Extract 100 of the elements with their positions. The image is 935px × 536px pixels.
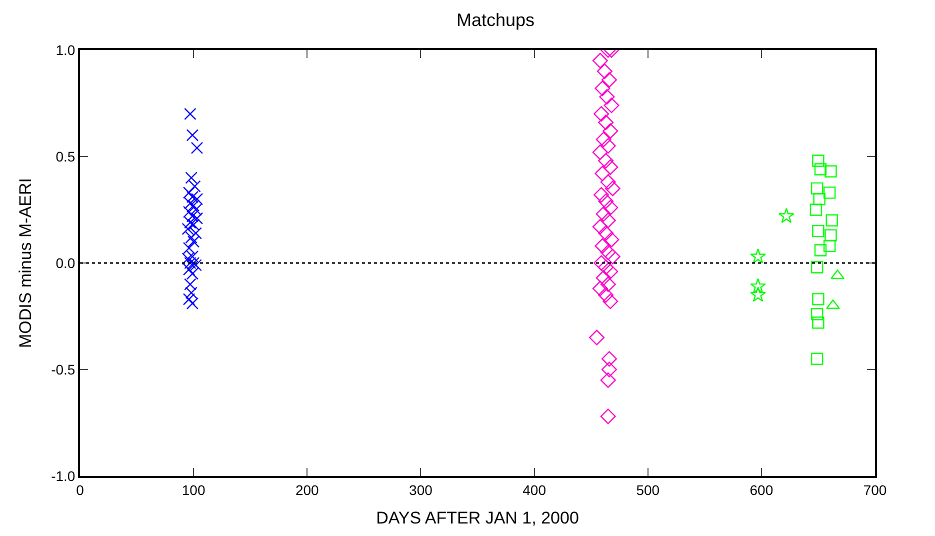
point [182, 293, 196, 306]
point [604, 232, 620, 248]
point [602, 294, 618, 310]
point [186, 250, 199, 263]
point [602, 159, 618, 175]
point [810, 182, 824, 195]
x-axis-title: DAYS AFTER JAN 1, 2000 [376, 508, 579, 528]
point [602, 123, 618, 139]
point [750, 248, 766, 264]
point [594, 106, 610, 122]
point [598, 193, 614, 209]
point [600, 174, 616, 190]
point [592, 52, 608, 68]
point [182, 206, 196, 218]
point [826, 214, 838, 226]
x-tick-label: 100 [182, 482, 206, 498]
point [182, 263, 196, 276]
x-tick-label: 500 [636, 482, 660, 498]
point [589, 330, 604, 346]
point [596, 132, 612, 148]
point [185, 172, 198, 184]
point [190, 142, 204, 154]
point [594, 255, 610, 271]
point [592, 219, 608, 235]
point [599, 89, 615, 105]
point [184, 278, 196, 290]
point [596, 206, 612, 222]
point [600, 138, 616, 154]
point [188, 180, 201, 192]
point [814, 244, 827, 256]
point [596, 270, 612, 286]
point [830, 270, 844, 280]
point [182, 222, 194, 236]
point [190, 259, 202, 272]
point [598, 287, 614, 303]
point [190, 193, 204, 206]
point [184, 108, 196, 120]
point [592, 280, 608, 296]
point [810, 308, 824, 320]
point [810, 352, 824, 365]
point [184, 197, 196, 210]
point [182, 242, 196, 254]
point [596, 64, 612, 80]
point [186, 210, 199, 222]
point [812, 154, 824, 167]
point [600, 212, 616, 228]
point [812, 293, 824, 306]
point [184, 256, 196, 270]
point [604, 248, 620, 264]
point [824, 229, 837, 242]
point [186, 268, 199, 280]
point [810, 261, 824, 274]
point [601, 351, 617, 367]
point [812, 316, 824, 329]
point [186, 297, 199, 310]
point [750, 278, 766, 294]
point [604, 98, 620, 114]
point [600, 244, 616, 260]
point [598, 153, 614, 169]
point [187, 199, 200, 212]
point [187, 218, 200, 231]
point [190, 204, 202, 216]
y-tick-label: -0.5 [51, 361, 76, 378]
point [600, 408, 616, 424]
y-tick-label: 0.5 [56, 148, 76, 164]
point [592, 144, 608, 160]
point [190, 227, 202, 240]
point [184, 216, 196, 229]
point [594, 166, 610, 182]
point [182, 186, 196, 199]
point [182, 252, 194, 265]
point [602, 200, 618, 216]
y-tick-label: -1.0 [51, 468, 76, 484]
y-tick-label: 0.0 [56, 254, 76, 271]
point [604, 180, 620, 196]
point [598, 225, 614, 241]
point [186, 190, 199, 204]
chart-title: Matchups [456, 10, 535, 30]
point [750, 286, 766, 302]
point [601, 72, 617, 88]
point [602, 264, 618, 280]
point [185, 231, 198, 244]
point [186, 129, 199, 142]
point [190, 212, 204, 224]
point [594, 187, 610, 203]
point [185, 286, 198, 299]
point [600, 276, 616, 292]
point [824, 165, 837, 178]
point [601, 362, 617, 378]
x-tick-label: 0 [76, 482, 84, 498]
point [594, 238, 610, 254]
x-tick-label: 200 [295, 482, 320, 498]
x-tick-label: 700 [863, 482, 887, 498]
point [823, 186, 836, 199]
point [598, 260, 614, 276]
y-tick-label: 1.0 [56, 42, 76, 58]
point [810, 204, 822, 216]
point [814, 163, 827, 176]
point [812, 224, 824, 238]
point [813, 193, 826, 206]
